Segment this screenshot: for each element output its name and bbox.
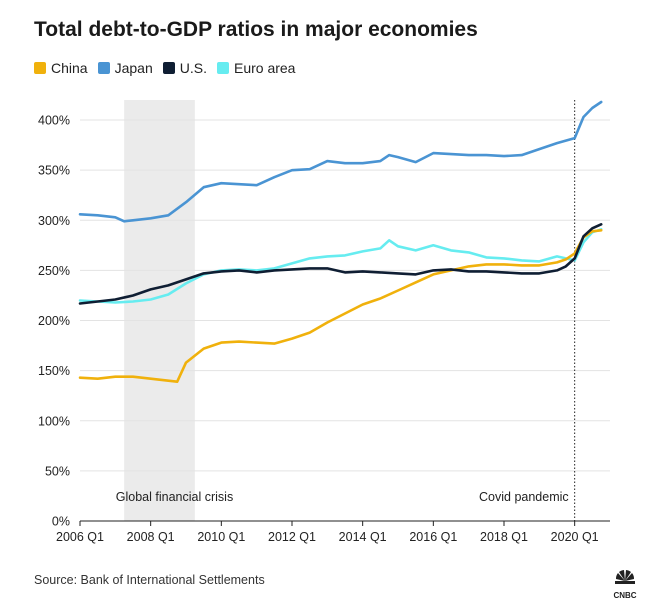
x-tick-label: 2020 Q1 — [551, 530, 599, 544]
y-tick-label: 200% — [38, 314, 70, 328]
legend-label: China — [51, 60, 88, 76]
logo-text: CNBC — [613, 591, 636, 600]
crisis-label: Global financial crisis — [116, 490, 233, 504]
y-tick-label: 100% — [38, 414, 70, 428]
y-tick-label: 250% — [38, 264, 70, 278]
x-tick-label: 2006 Q1 — [56, 530, 104, 544]
y-tick-label: 50% — [45, 464, 70, 478]
legend-item: Euro area — [216, 60, 296, 76]
x-tick-label: 2012 Q1 — [268, 530, 316, 544]
legend-label: U.S. — [179, 60, 207, 76]
legend-swatch — [34, 62, 46, 74]
series-line-japan — [78, 100, 603, 223]
x-tick-label: 2008 Q1 — [127, 530, 175, 544]
series-line-u-s — [78, 223, 603, 305]
chart-title: Total debt-to-GDP ratios in major econom… — [34, 18, 478, 41]
legend-item: China — [34, 60, 88, 76]
x-tick-label: 2014 Q1 — [339, 530, 387, 544]
legend-item: Japan — [97, 60, 153, 76]
series-line-china — [78, 229, 603, 384]
y-tick-label: 400% — [38, 114, 70, 128]
legend-label: Euro area — [233, 60, 296, 76]
legend-swatch — [162, 62, 175, 74]
legend: China Japan U.S. Euro area — [34, 60, 295, 76]
legend-item: U.S. — [162, 60, 207, 76]
x-tick-label: 2010 Q1 — [197, 530, 245, 544]
x-tick-label: 2018 Q1 — [480, 530, 528, 544]
series-line-euro-area — [78, 228, 603, 304]
legend-label: Japan — [114, 60, 153, 76]
cnbc-logo-icon: CNBC — [613, 570, 637, 600]
legend-swatch — [216, 62, 229, 74]
x-tick-label: 2016 Q1 — [409, 530, 457, 544]
source-note: Source: Bank of International Settlement… — [34, 573, 265, 587]
crisis-band — [124, 100, 195, 521]
y-tick-label: 350% — [38, 164, 70, 178]
y-tick-label: 300% — [38, 214, 70, 228]
legend-swatch — [97, 62, 110, 74]
y-tick-label: 150% — [38, 364, 70, 378]
covid-label: Covid pandemic — [479, 490, 569, 504]
y-tick-label: 0% — [52, 515, 70, 529]
